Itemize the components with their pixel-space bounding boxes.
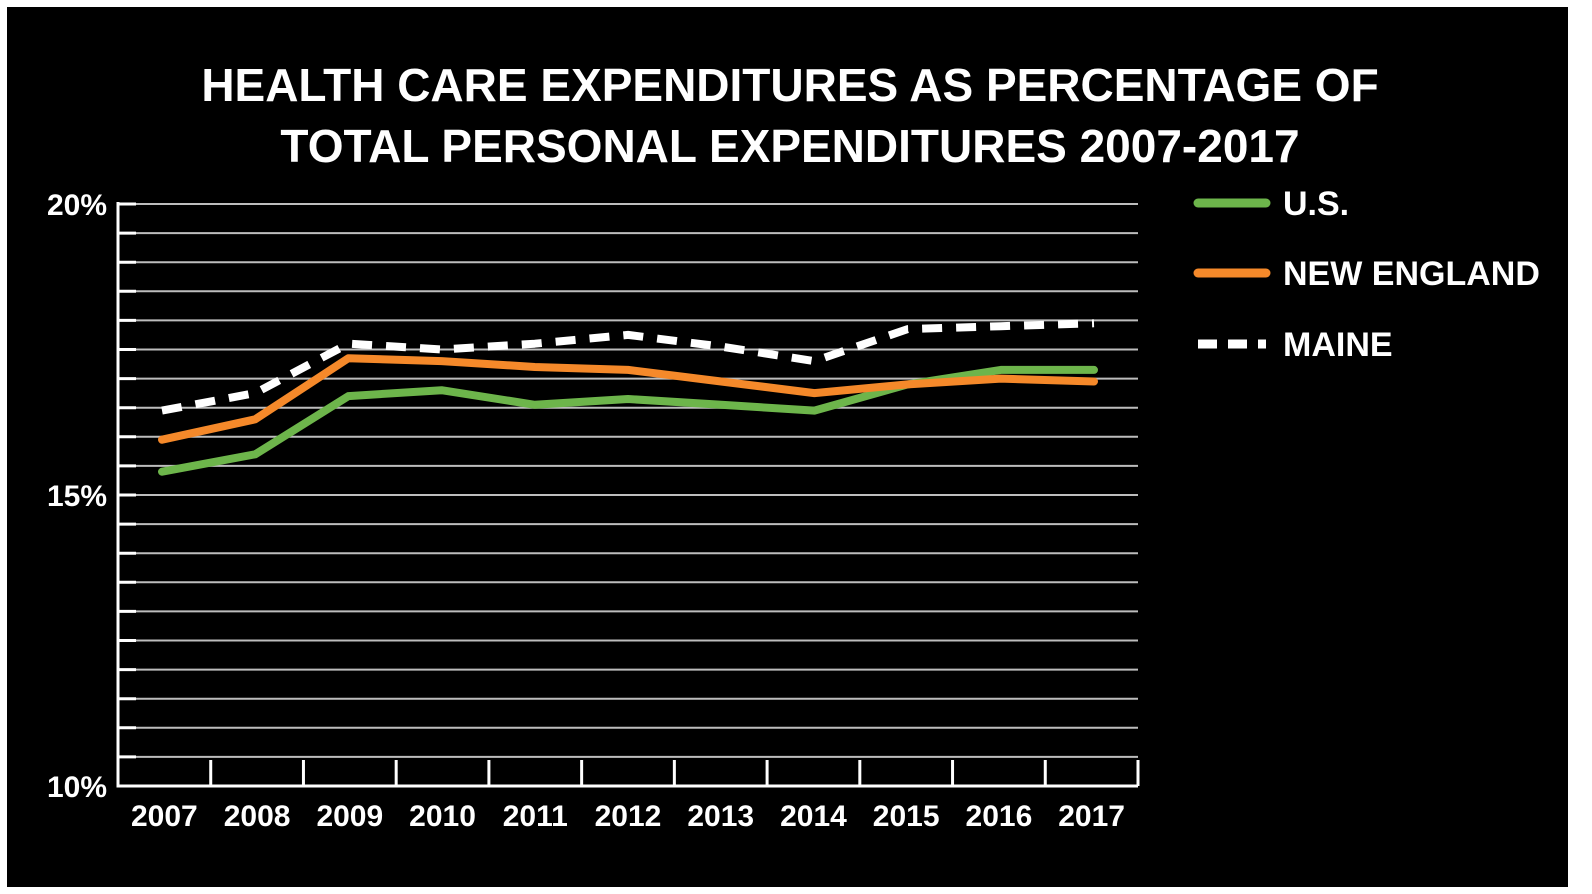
series-line-maine	[161, 319, 1095, 415]
x-tick-label: 2009	[316, 800, 383, 833]
legend-label: U.S.	[1283, 185, 1349, 223]
y-tick-label: 15%	[47, 480, 107, 513]
y-tick-labels: 20% 15% 10%	[47, 189, 107, 804]
line-chart: HEALTH CARE EXPENDITURES AS PERCENTAGE O…	[47, 59, 1540, 833]
chart-title-line-1: HEALTH CARE EXPENDITURES AS PERCENTAGE O…	[201, 59, 1378, 111]
legend-label: NEW ENGLAND	[1283, 255, 1540, 293]
series-lines	[158, 319, 1098, 476]
series-line-new-england	[158, 354, 1098, 444]
x-tick-label: 2015	[873, 800, 940, 833]
axes	[116, 202, 1140, 788]
x-tick-label: 2013	[687, 800, 754, 833]
legend: U.S. NEW ENGLAND MAINE	[1193, 185, 1540, 364]
x-tick-label: 2007	[131, 800, 198, 833]
x-tick-label: 2017	[1058, 800, 1125, 833]
chart-panel: HEALTH CARE EXPENDITURES AS PERCENTAGE O…	[7, 7, 1568, 887]
legend-label: MAINE	[1283, 326, 1393, 364]
x-tick-label: 2014	[780, 800, 847, 833]
chart-title-line-2: TOTAL PERSONAL EXPENDITURES 2007-2017	[280, 120, 1299, 172]
x-tick-label: 2016	[966, 800, 1033, 833]
chart-title: HEALTH CARE EXPENDITURES AS PERCENTAGE O…	[201, 59, 1378, 172]
y-tick-label: 10%	[47, 771, 107, 804]
x-tick-label: 2012	[595, 800, 662, 833]
gridlines	[118, 203, 1138, 758]
x-tick-label: 2011	[503, 800, 568, 833]
x-tick-labels: 2007 2008 2009 2010 2011 2012 2013 2014 2015 2016…	[131, 800, 1125, 833]
y-tick-label: 20%	[47, 189, 107, 222]
x-tick-label: 2008	[224, 800, 291, 833]
x-tick-label: 2010	[409, 800, 476, 833]
